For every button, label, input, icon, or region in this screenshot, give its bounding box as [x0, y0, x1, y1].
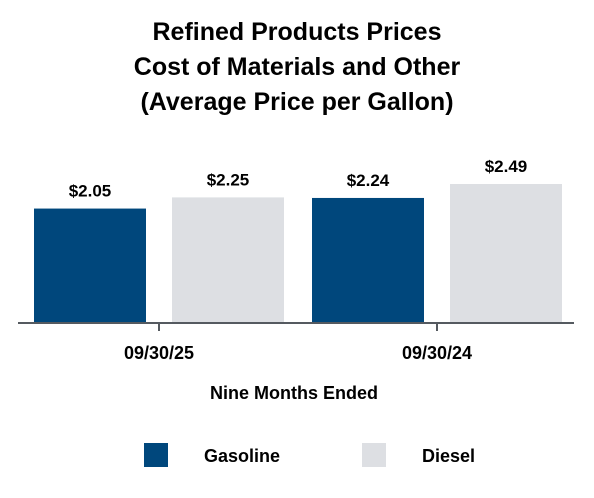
plot-area: $2.05 $2.25 $2.24 $2.49 [34, 157, 562, 323]
legend: Gasoline Diesel [144, 443, 475, 467]
bar-diesel-1 [450, 184, 562, 323]
data-label-diesel-1: $2.49 [485, 157, 528, 176]
bar-gasoline-1 [312, 197, 424, 323]
data-label-gasoline-0: $2.05 [69, 182, 112, 201]
x-tick-label-1: 09/30/24 [402, 343, 472, 363]
x-tick-label-0: 09/30/25 [124, 343, 194, 363]
chart-title-line-3: (Average Price per Gallon) [140, 88, 453, 116]
chart-title-line-1: Refined Products Prices [153, 18, 442, 46]
legend-swatch-diesel [362, 443, 386, 467]
legend-swatch-gasoline [144, 443, 168, 467]
data-label-gasoline-1: $2.24 [347, 171, 390, 190]
bar-gasoline-0 [34, 208, 146, 323]
chart-title: Refined Products Prices Cost of Material… [134, 18, 461, 116]
x-axis-title: Nine Months Ended [210, 383, 378, 403]
bar-diesel-0 [172, 197, 284, 323]
legend-label-gasoline: Gasoline [204, 446, 280, 466]
x-axis: 09/30/25 09/30/24 [18, 322, 574, 363]
chart-title-line-2: Cost of Materials and Other [134, 53, 461, 81]
legend-label-diesel: Diesel [422, 446, 475, 466]
data-label-diesel-0: $2.25 [207, 170, 250, 189]
